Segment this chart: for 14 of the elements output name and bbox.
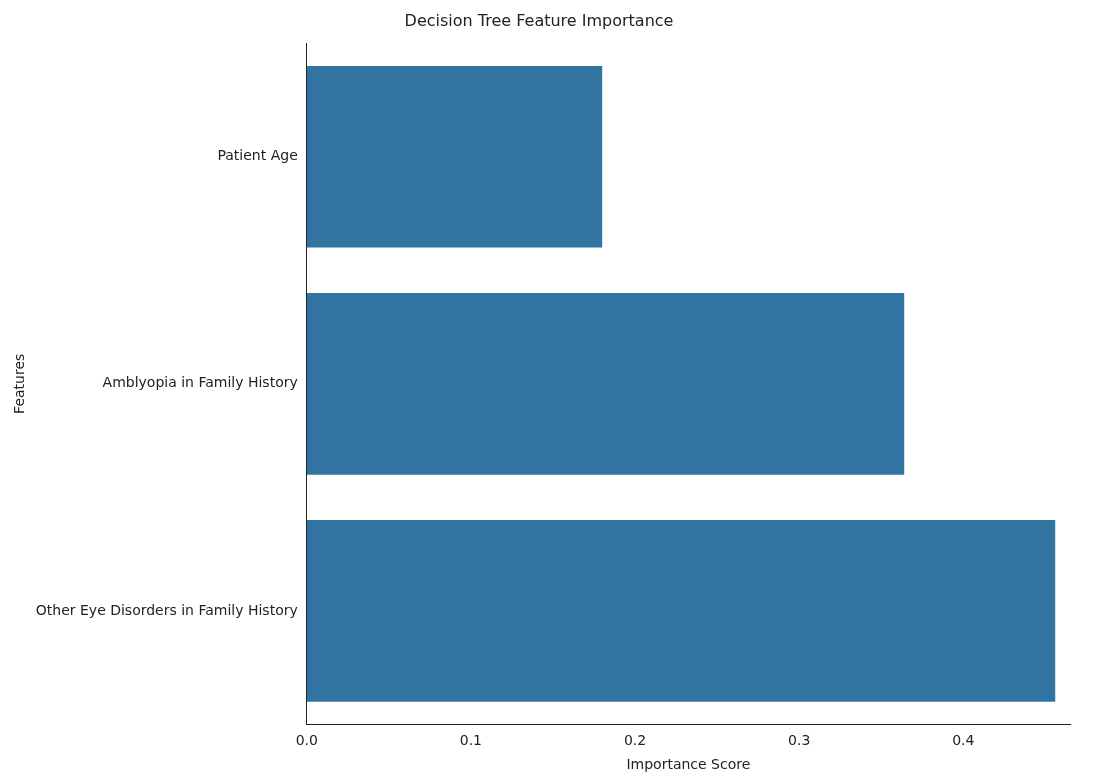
x-axis-title: Importance Score [626, 756, 751, 773]
y-tick-label: Other Eye Disorders in Family History [35, 601, 298, 618]
y-axis-title: Features [11, 353, 28, 414]
x-tick-label: 0.3 [788, 732, 811, 749]
chart-title: Decision Tree Feature Importance [404, 10, 674, 30]
y-tick-label: Patient Age [217, 147, 298, 164]
y-tick-label: Amblyopia in Family History [102, 374, 298, 391]
bar [306, 65, 603, 248]
bar [306, 292, 905, 475]
x-tick-label: 0.4 [952, 732, 975, 749]
x-tick-label: 0.0 [295, 732, 318, 749]
x-tick-label: 0.1 [459, 732, 483, 749]
bar [306, 520, 1056, 702]
x-tick-label: 0.2 [623, 732, 647, 749]
